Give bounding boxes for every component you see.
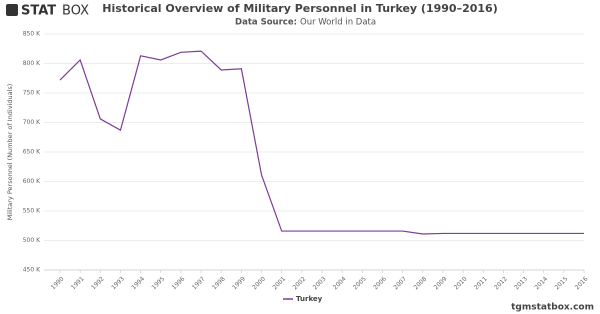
x-tick-label: 1990 (50, 275, 66, 291)
x-tick-label: 2016 (574, 275, 590, 291)
legend-label: Turkey (296, 295, 323, 303)
x-tick-label: 2015 (554, 275, 570, 291)
x-tick-label: 2005 (352, 275, 368, 291)
y-tick-label: 850 K (23, 31, 41, 38)
x-tick-label: 1998 (211, 275, 227, 291)
y-tick-label: 750 K (23, 90, 41, 97)
x-tick-label: 2009 (433, 275, 449, 291)
x-tick-label: 2014 (533, 275, 549, 291)
y-tick-label: 450 K (23, 267, 41, 274)
x-tick-label: 1994 (130, 275, 146, 291)
subtitle: Our World in Data (300, 18, 376, 28)
y-tick-label: 700 K (23, 119, 41, 126)
x-tick-label: 2007 (392, 275, 408, 291)
x-tick-label: 1993 (110, 275, 126, 291)
x-tick-label: 2010 (453, 275, 469, 291)
x-tick-label: 2008 (412, 275, 428, 291)
logo: STAT BOX (6, 4, 89, 19)
x-tick-label: 1992 (90, 275, 106, 291)
logo-icon (6, 4, 18, 16)
x-tick-label: 2013 (513, 275, 529, 291)
x-tick-label: 1991 (70, 275, 86, 291)
x-tick-label: 2006 (372, 275, 388, 291)
x-tick-label: 2003 (312, 275, 328, 291)
y-tick-label: 800 K (23, 60, 41, 67)
y-tick-label: 600 K (23, 178, 41, 185)
x-tick-label: 1999 (231, 275, 247, 291)
subtitle-label: Data Source: (235, 18, 297, 28)
x-tick-label: 2002 (292, 275, 308, 291)
x-tick-label: 2012 (493, 275, 509, 291)
x-tick-label: 1996 (171, 275, 187, 291)
x-tick-label: 1997 (191, 275, 207, 291)
y-tick-label: 650 K (23, 149, 41, 156)
y-tick-label: 500 K (23, 237, 41, 244)
x-tick-label: 2011 (473, 275, 489, 291)
logo-light: BOX (62, 4, 89, 19)
chart-title: Historical Overview of Military Personne… (102, 2, 497, 15)
x-tick-label: 2004 (332, 275, 348, 291)
x-tick-label: 2001 (271, 275, 287, 291)
footer: tgmstatbox.com (511, 303, 594, 313)
y-tick-label: 550 K (23, 208, 41, 215)
x-tick-label: 2000 (251, 275, 267, 291)
data-line (59, 50, 584, 235)
logo-bold: STAT (21, 4, 56, 19)
y-axis-label: Military Personnel (Number of Individual… (6, 84, 14, 221)
x-tick-label: 1995 (150, 275, 166, 291)
